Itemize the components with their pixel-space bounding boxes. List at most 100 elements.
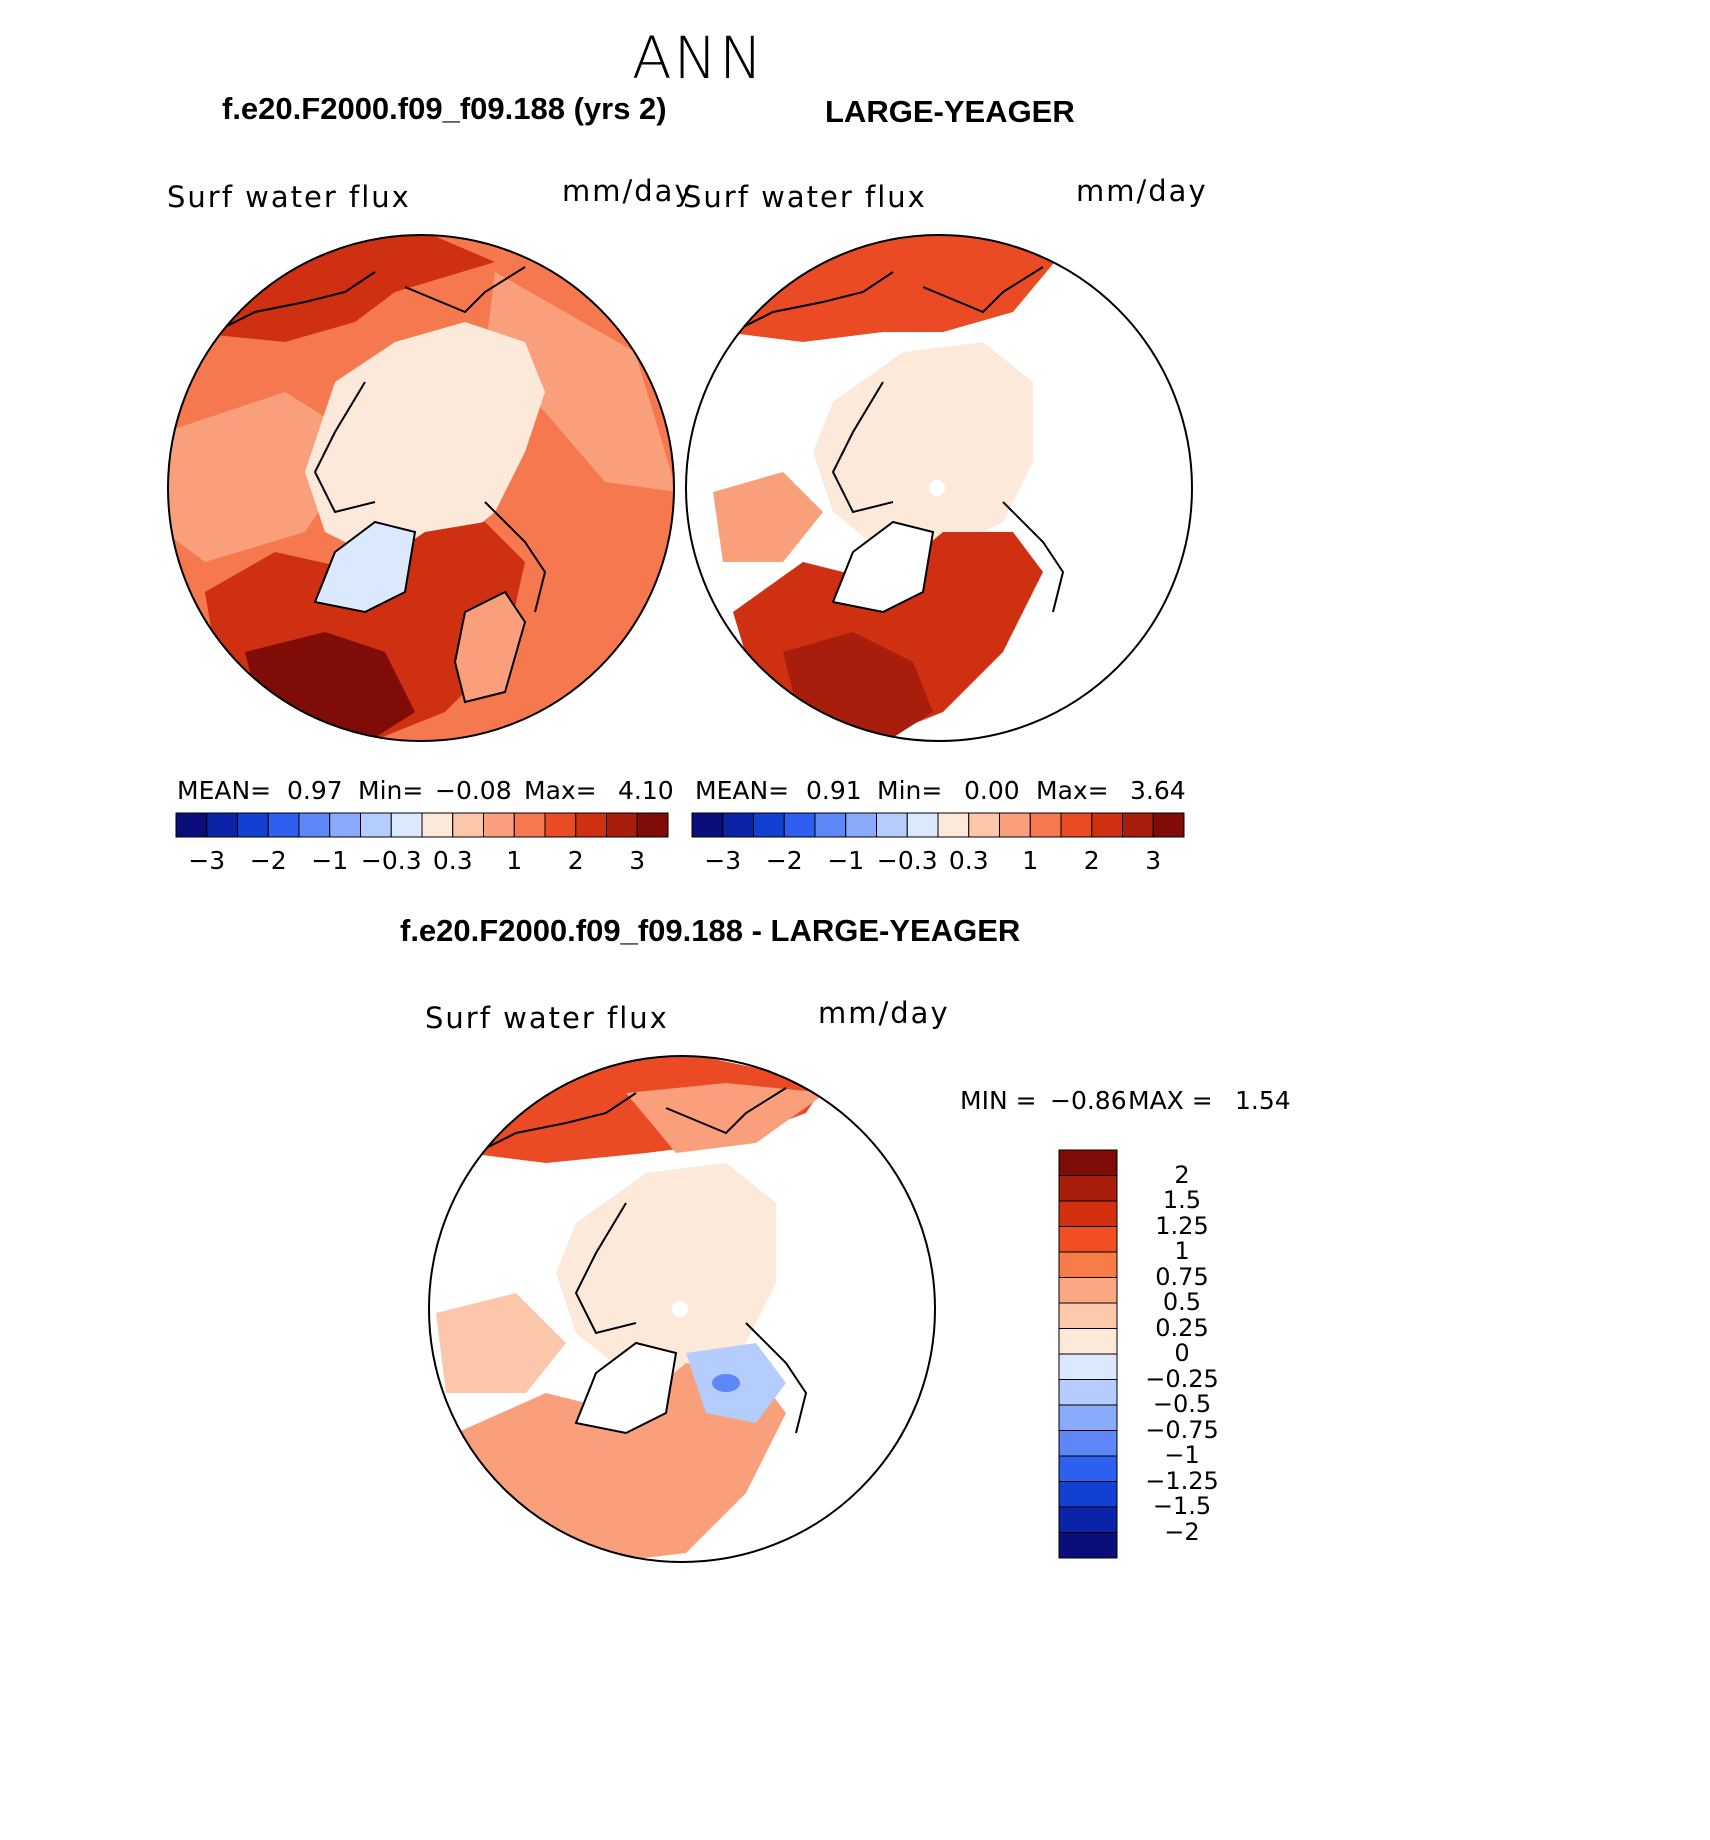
left-polar-map	[167, 234, 675, 742]
right-coastline	[712, 266, 1065, 613]
diff-pacific-light	[626, 1083, 826, 1153]
left-max-label: Max=	[524, 776, 597, 805]
colorbar-tick-label: 1	[1022, 846, 1039, 875]
left-east-band	[485, 272, 674, 492]
colorbar-swatch	[1058, 1328, 1118, 1355]
colorbar-tick-label: −1.5	[1152, 1492, 1212, 1520]
right-max-value: 3.64	[1130, 776, 1186, 805]
colorbar-tick-label: −0.25	[1145, 1364, 1219, 1393]
left-panel-title: f.e20.F2000.f09_f09.188 (yrs 2)	[222, 91, 667, 126]
colorbar-swatch	[1060, 812, 1093, 838]
colorbar-swatch	[1058, 1200, 1118, 1227]
colorbar-swatch	[175, 812, 208, 838]
colorbar-swatch	[722, 812, 754, 838]
colorbar-tick-label: 1	[1174, 1237, 1190, 1265]
colorbar-swatch	[636, 812, 669, 838]
colorbar-swatch	[814, 812, 847, 838]
left-mean-value: 0.97	[287, 776, 343, 805]
left-pacific-region	[185, 235, 495, 342]
colorbar-tick-label: −1	[1164, 1441, 1200, 1469]
colorbar-swatch	[390, 812, 423, 838]
colorbar-swatch	[575, 812, 607, 838]
colorbar-tick-label: −1.25	[1145, 1466, 1219, 1495]
colorbar-tick-label: 1.25	[1155, 1211, 1209, 1240]
right-panel-title: LARGE-YEAGER	[825, 94, 1075, 129]
colorbar-swatch	[329, 812, 361, 838]
colorbar-swatch	[968, 812, 1000, 838]
right-min-label: Min=	[877, 776, 943, 805]
colorbar-swatch	[237, 812, 269, 838]
colorbar-tick-label: 0.3	[432, 846, 473, 875]
colorbar-tick-label: 2	[1174, 1160, 1190, 1189]
diff-min-value: −0.86	[1050, 1086, 1127, 1115]
right-colorbar-ticks: −3 −2 −1 −0.3 0.3 1 2 3	[692, 846, 1184, 876]
colorbar-swatch	[1058, 1532, 1118, 1559]
colorbar-swatch	[937, 812, 970, 838]
colorbar-swatch	[1029, 812, 1062, 838]
colorbar-tick-label: 3	[629, 846, 646, 875]
left-colorbar-ticks: −3 −2 −1 −0.3 0.3 1 2 3	[176, 846, 668, 876]
colorbar-swatch	[1058, 1455, 1118, 1482]
left-coastline	[194, 266, 547, 613]
colorbar-swatch	[483, 812, 515, 838]
left-west-band	[168, 392, 365, 562]
colorbar-swatch	[267, 812, 300, 838]
colorbar-swatch	[1058, 1379, 1118, 1406]
colorbar-tick-label: 3	[1145, 846, 1162, 875]
right-max-label: Max=	[1036, 776, 1109, 805]
left-min-value: −0.08	[435, 776, 512, 805]
colorbar-tick-label: −2	[1164, 1517, 1200, 1546]
colorbar-swatch	[1058, 1404, 1118, 1431]
diff-units-label: mm/day	[818, 996, 950, 1030]
diff-colorbar-ticks: 2 1.5 1.25 1 0.75 0.5 0.25 0 −0.25 −0.5 −0.75 −1 −1.…	[1122, 1150, 1242, 1558]
right-colorbar	[691, 812, 1185, 838]
colorbar-swatch	[606, 812, 638, 838]
colorbar-swatch	[999, 812, 1031, 838]
diff-min-label: MIN =	[960, 1086, 1037, 1115]
colorbar-swatch	[845, 812, 877, 838]
colorbar-swatch	[691, 812, 724, 838]
colorbar-tick-label: −2	[249, 846, 287, 875]
right-polar-map	[685, 234, 1193, 742]
colorbar-tick-label: −1	[311, 846, 349, 875]
colorbar-swatch	[906, 812, 939, 838]
colorbar-swatch	[1058, 1277, 1118, 1304]
colorbar-swatch	[1058, 1175, 1118, 1202]
pole-hole	[929, 480, 945, 496]
colorbar-swatch	[1058, 1430, 1118, 1457]
right-mean-label: MEAN=	[695, 776, 790, 805]
left-max-value: 4.10	[618, 776, 674, 805]
diff-variable-label: Surf water flux	[425, 1001, 669, 1035]
colorbar-tick-label: −0.3	[876, 846, 938, 875]
colorbar-swatch	[1058, 1481, 1118, 1508]
colorbar-swatch	[1058, 1251, 1118, 1278]
colorbar-swatch	[1058, 1506, 1118, 1533]
colorbar-swatch	[1152, 812, 1185, 838]
colorbar-swatch	[544, 812, 577, 838]
colorbar-swatch	[1058, 1353, 1118, 1380]
colorbar-tick-label: 0	[1174, 1339, 1190, 1367]
colorbar-tick-label: −1	[827, 846, 865, 875]
colorbar-swatch	[452, 812, 484, 838]
right-west-band	[713, 472, 823, 562]
left-mean-label: MEAN=	[177, 776, 272, 805]
left-units-label: mm/day	[562, 174, 694, 208]
diff-colorbar	[1058, 1149, 1118, 1559]
diff-west-band	[436, 1293, 566, 1393]
colorbar-tick-label: 0.3	[948, 846, 989, 875]
colorbar-swatch	[1058, 1149, 1118, 1176]
colorbar-swatch	[421, 812, 454, 838]
colorbar-tick-label: 1.5	[1162, 1186, 1202, 1214]
left-colorbar	[175, 812, 669, 838]
colorbar-tick-label: −0.3	[360, 846, 422, 875]
greenland-land	[313, 520, 417, 614]
colorbar-tick-label: 2	[567, 846, 584, 875]
colorbar-swatch	[1122, 812, 1154, 838]
colorbar-swatch	[1091, 812, 1123, 838]
colorbar-swatch	[1058, 1226, 1118, 1253]
left-min-label: Min=	[358, 776, 424, 805]
colorbar-tick-label: −0.75	[1145, 1415, 1219, 1444]
colorbar-tick-label: −3	[704, 846, 742, 875]
right-variable-label: Surf water flux	[683, 180, 927, 214]
right-min-value: 0.00	[964, 776, 1020, 805]
